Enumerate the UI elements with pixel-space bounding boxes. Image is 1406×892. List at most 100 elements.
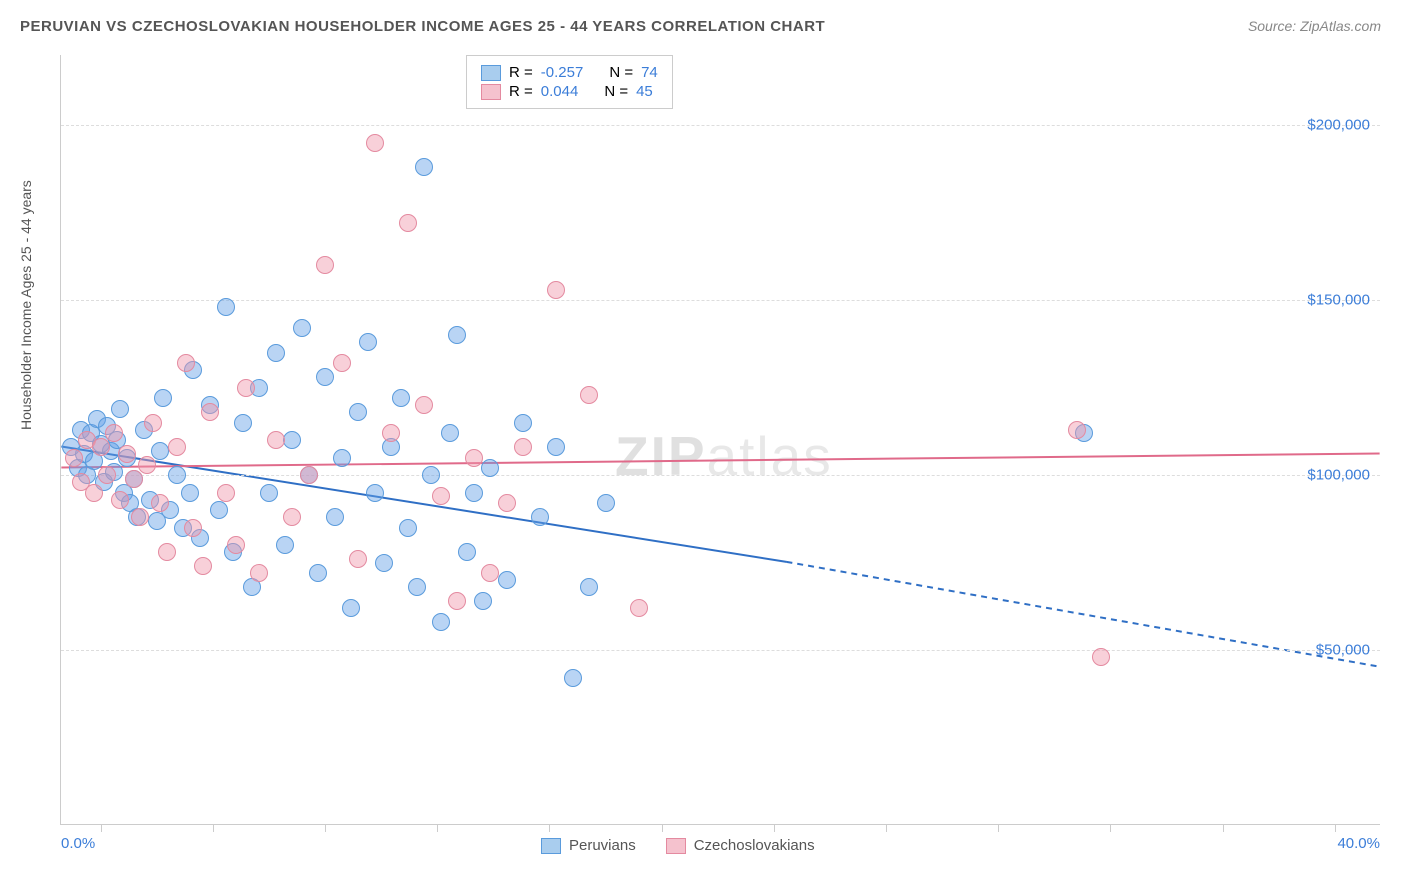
data-point bbox=[194, 557, 212, 575]
legend-swatch bbox=[666, 838, 686, 854]
data-point bbox=[432, 613, 450, 631]
data-point bbox=[630, 599, 648, 617]
data-point bbox=[465, 449, 483, 467]
legend-n-value: 45 bbox=[636, 83, 653, 100]
data-point bbox=[415, 396, 433, 414]
data-point bbox=[514, 414, 532, 432]
data-point bbox=[441, 424, 459, 442]
chart-plot-area: ZIPatlas R = -0.257 N = 74 R = 0.044 N =… bbox=[60, 55, 1380, 825]
data-point bbox=[125, 470, 143, 488]
x-tick bbox=[998, 824, 999, 832]
x-tick bbox=[1335, 824, 1336, 832]
data-point bbox=[375, 554, 393, 572]
legend-swatch bbox=[481, 65, 501, 81]
data-point bbox=[283, 508, 301, 526]
data-point bbox=[366, 134, 384, 152]
legend-label: Czechoslovakians bbox=[694, 837, 815, 854]
data-point bbox=[151, 442, 169, 460]
data-point bbox=[118, 445, 136, 463]
legend-label: Peruvians bbox=[569, 837, 636, 854]
data-point bbox=[432, 487, 450, 505]
legend-r-value: 0.044 bbox=[541, 83, 579, 100]
data-point bbox=[1068, 421, 1086, 439]
data-point bbox=[168, 438, 186, 456]
data-point bbox=[547, 281, 565, 299]
y-axis-label: Householder Income Ages 25 - 44 years bbox=[18, 180, 34, 430]
legend-r-label: R = bbox=[509, 83, 533, 100]
legend-swatch bbox=[481, 84, 501, 100]
data-point bbox=[422, 466, 440, 484]
y-tick-label: $150,000 bbox=[1307, 292, 1370, 309]
data-point bbox=[597, 494, 615, 512]
x-tick bbox=[101, 824, 102, 832]
data-point bbox=[349, 550, 367, 568]
x-tick bbox=[662, 824, 663, 832]
correlation-legend: R = -0.257 N = 74 R = 0.044 N = 45 bbox=[466, 55, 673, 109]
data-point bbox=[448, 592, 466, 610]
x-axis-min-label: 0.0% bbox=[61, 835, 95, 852]
data-point bbox=[184, 519, 202, 537]
data-point bbox=[300, 466, 318, 484]
data-point bbox=[564, 669, 582, 687]
data-point bbox=[210, 501, 228, 519]
data-point bbox=[392, 389, 410, 407]
x-axis-max-label: 40.0% bbox=[1337, 835, 1380, 852]
legend-n-label: N = bbox=[604, 83, 628, 100]
data-point bbox=[408, 578, 426, 596]
data-point bbox=[227, 536, 245, 554]
watermark: ZIPatlas bbox=[615, 424, 833, 488]
data-point bbox=[1092, 648, 1110, 666]
data-point bbox=[138, 456, 156, 474]
legend-row: R = -0.257 N = 74 bbox=[481, 64, 658, 81]
legend-n-value: 74 bbox=[641, 64, 658, 81]
x-tick bbox=[325, 824, 326, 832]
legend-n-label: N = bbox=[609, 64, 633, 81]
data-point bbox=[98, 466, 116, 484]
data-point bbox=[326, 508, 344, 526]
y-tick-label: $200,000 bbox=[1307, 117, 1370, 134]
data-point bbox=[217, 298, 235, 316]
data-point bbox=[267, 344, 285, 362]
data-point bbox=[580, 386, 598, 404]
data-point bbox=[105, 424, 123, 442]
gridline bbox=[61, 125, 1380, 126]
data-point bbox=[531, 508, 549, 526]
data-point bbox=[333, 449, 351, 467]
data-point bbox=[474, 592, 492, 610]
y-tick-label: $50,000 bbox=[1316, 642, 1370, 659]
data-point bbox=[111, 491, 129, 509]
data-point bbox=[458, 543, 476, 561]
data-point bbox=[382, 424, 400, 442]
data-point bbox=[342, 599, 360, 617]
data-point bbox=[316, 256, 334, 274]
data-point bbox=[111, 400, 129, 418]
data-point bbox=[168, 466, 186, 484]
data-point bbox=[399, 519, 417, 537]
data-point bbox=[217, 484, 235, 502]
data-point bbox=[65, 449, 83, 467]
data-point bbox=[366, 484, 384, 502]
chart-title: PERUVIAN VS CZECHOSLOVAKIAN HOUSEHOLDER … bbox=[20, 18, 825, 35]
data-point bbox=[267, 431, 285, 449]
x-tick bbox=[1110, 824, 1111, 832]
data-point bbox=[276, 536, 294, 554]
data-point bbox=[260, 484, 278, 502]
data-point bbox=[131, 508, 149, 526]
data-point bbox=[465, 484, 483, 502]
chart-container: PERUVIAN VS CZECHOSLOVAKIAN HOUSEHOLDER … bbox=[0, 0, 1406, 892]
data-point bbox=[498, 494, 516, 512]
legend-row: R = 0.044 N = 45 bbox=[481, 83, 658, 100]
x-tick bbox=[774, 824, 775, 832]
data-point bbox=[448, 326, 466, 344]
series-legend: Peruvians Czechoslovakians bbox=[541, 837, 815, 854]
data-point bbox=[481, 459, 499, 477]
data-point bbox=[201, 403, 219, 421]
legend-r-label: R = bbox=[509, 64, 533, 81]
data-point bbox=[237, 379, 255, 397]
watermark-bold: ZIP bbox=[615, 425, 707, 487]
y-tick-label: $100,000 bbox=[1307, 467, 1370, 484]
data-point bbox=[359, 333, 377, 351]
data-point bbox=[283, 431, 301, 449]
x-tick bbox=[886, 824, 887, 832]
source-label: Source: ZipAtlas.com bbox=[1248, 18, 1381, 34]
